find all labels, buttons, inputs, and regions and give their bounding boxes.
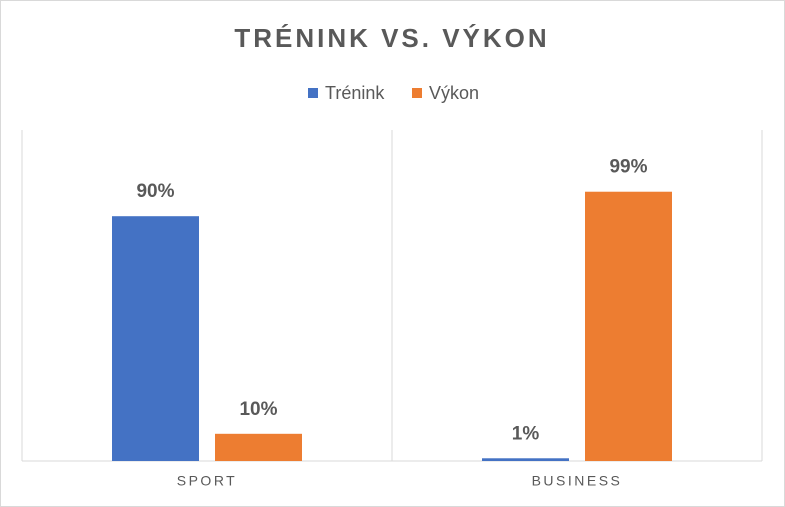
chart-title: TRÉNINK VS. VÝKON (234, 23, 549, 53)
data-label: 1% (512, 423, 540, 444)
legend-swatch (412, 88, 422, 98)
data-label: 90% (136, 181, 174, 202)
legend-swatch (308, 88, 318, 98)
data-label: 99% (609, 157, 647, 178)
bar (112, 216, 199, 461)
data-label: 10% (239, 399, 277, 420)
bar (215, 433, 302, 461)
bar (585, 191, 672, 461)
legend-label: Trénink (325, 83, 385, 103)
bar (482, 458, 569, 461)
x-tick-label: SPORT (177, 473, 237, 489)
x-tick-label: BUSINESS (532, 473, 623, 489)
legend-label: Výkon (429, 83, 479, 103)
